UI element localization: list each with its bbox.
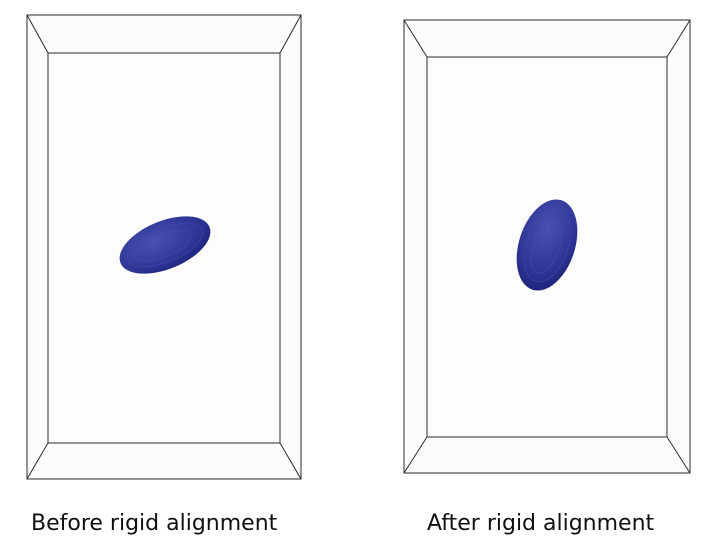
caption-before: Before rigid alignment [31,511,278,536]
cell-shape-before [119,216,211,274]
bounding-box-before [26,14,302,480]
caption-after: After rigid alignment [427,511,655,536]
cell-shape-after [516,199,578,291]
